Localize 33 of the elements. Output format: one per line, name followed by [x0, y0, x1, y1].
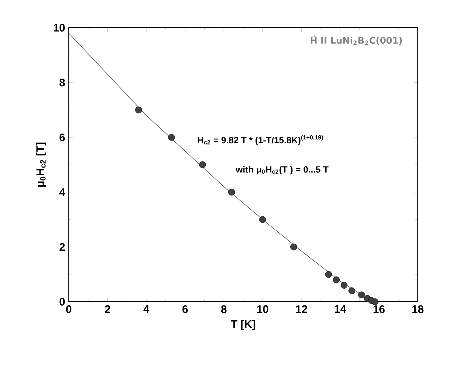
annotation: H$_{c2}$ = 9.82 T * (1-T/15.8K)$^{(1+0.19)}$: [198, 135, 324, 146]
x-tick-label: 16: [374, 306, 385, 314]
y-tick-label: 6: [60, 134, 66, 142]
y-axis-title: μ$_{0}$H$_{c2}$ [T]: [36, 142, 46, 187]
point: [325, 271, 332, 278]
point: [358, 292, 366, 299]
point: [228, 189, 236, 196]
point: [290, 244, 298, 251]
x-tick-label: 0: [66, 306, 72, 314]
y-tick-label: 2: [60, 243, 66, 252]
y-tick-label: 8: [60, 78, 66, 87]
x-tick-label: 6: [182, 306, 188, 314]
point: [168, 134, 176, 141]
x-tick-label: 14: [335, 306, 346, 314]
x-tick-label: 10: [257, 306, 269, 314]
y-tick-label: 4: [60, 188, 66, 196]
x-tick-label: 2: [105, 306, 110, 314]
x-tick-label: 18: [412, 306, 424, 314]
annotation: with μ$_{0}$H$_{c2}$(T ) = 0...5 T: [236, 166, 329, 175]
y-tick-label: 0: [60, 298, 66, 306]
point: [135, 106, 142, 114]
x-tick-label: 12: [296, 306, 308, 314]
x-tick-label: 4: [144, 306, 150, 314]
x-tick-label: 8: [221, 306, 227, 314]
point: [348, 288, 356, 294]
point: [333, 276, 340, 284]
point: [372, 298, 379, 306]
point: [260, 216, 266, 224]
y-tick-label: 10: [54, 24, 66, 32]
point: [340, 282, 348, 289]
point: [199, 162, 206, 168]
x-axis-title: T [K]: [231, 320, 256, 330]
annotation: H⃗ II LuNi$_{2}$B$_{2}$C(001): [310, 35, 402, 46]
